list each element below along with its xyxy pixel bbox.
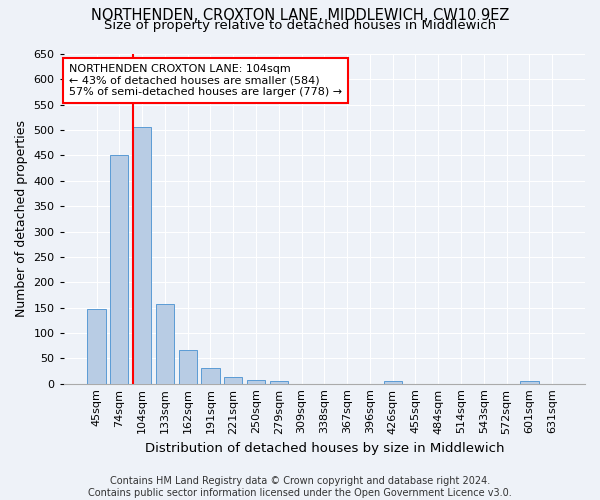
X-axis label: Distribution of detached houses by size in Middlewich: Distribution of detached houses by size … — [145, 442, 504, 455]
Bar — [88, 309, 106, 384]
Bar — [110, 156, 128, 384]
Bar — [224, 376, 242, 384]
Bar — [247, 380, 265, 384]
Text: NORTHENDEN CROXTON LANE: 104sqm
← 43% of detached houses are smaller (584)
57% o: NORTHENDEN CROXTON LANE: 104sqm ← 43% of… — [69, 64, 342, 97]
Text: Contains HM Land Registry data © Crown copyright and database right 2024.
Contai: Contains HM Land Registry data © Crown c… — [88, 476, 512, 498]
Text: NORTHENDEN, CROXTON LANE, MIDDLEWICH, CW10 9EZ: NORTHENDEN, CROXTON LANE, MIDDLEWICH, CW… — [91, 8, 509, 23]
Bar — [269, 381, 288, 384]
Bar — [133, 126, 151, 384]
Y-axis label: Number of detached properties: Number of detached properties — [15, 120, 28, 318]
Bar — [202, 368, 220, 384]
Bar — [156, 304, 174, 384]
Text: Size of property relative to detached houses in Middlewich: Size of property relative to detached ho… — [104, 19, 496, 32]
Bar — [179, 350, 197, 384]
Bar — [520, 381, 539, 384]
Bar — [383, 381, 402, 384]
